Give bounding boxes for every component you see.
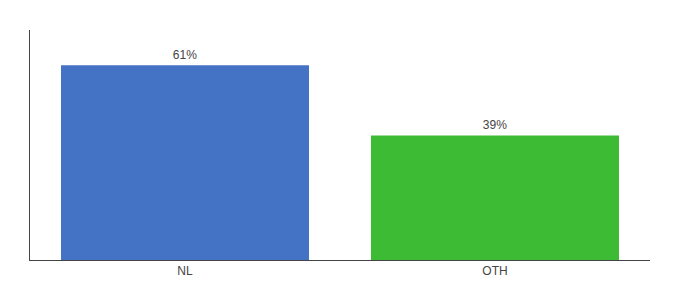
svg-text:39%: 39% — [483, 118, 507, 132]
svg-text:OTH: OTH — [482, 264, 507, 278]
svg-text:61%: 61% — [173, 48, 197, 62]
svg-text:NL: NL — [177, 264, 193, 278]
